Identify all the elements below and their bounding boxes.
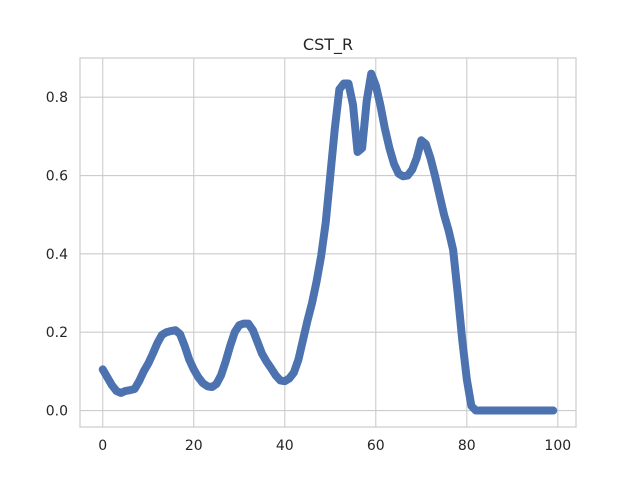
- x-tick-label: 60: [367, 438, 385, 454]
- y-tick-label: 0.4: [46, 247, 68, 263]
- y-tick-label: 0.0: [46, 404, 68, 420]
- y-tick-label: 0.8: [46, 90, 68, 106]
- x-tick-label: 40: [276, 438, 294, 454]
- series-lines: [98, 69, 558, 415]
- x-tick-label: 80: [458, 438, 476, 454]
- y-axis-ticks: 0.0 0.2 0.4 0.6 0.8: [46, 90, 68, 419]
- x-axis-ticks: 0 20 40 60 80 100: [98, 438, 571, 454]
- plot-frame: [79, 57, 577, 428]
- y-tick-label: 0.6: [46, 169, 68, 185]
- x-tick-label: 0: [98, 438, 107, 454]
- x-tick-label: 100: [544, 438, 571, 454]
- series-line-0: [98, 69, 558, 415]
- x-tick-label: 20: [185, 438, 203, 454]
- y-tick-label: 0.2: [46, 325, 68, 341]
- chart-title: CST_R: [303, 35, 353, 55]
